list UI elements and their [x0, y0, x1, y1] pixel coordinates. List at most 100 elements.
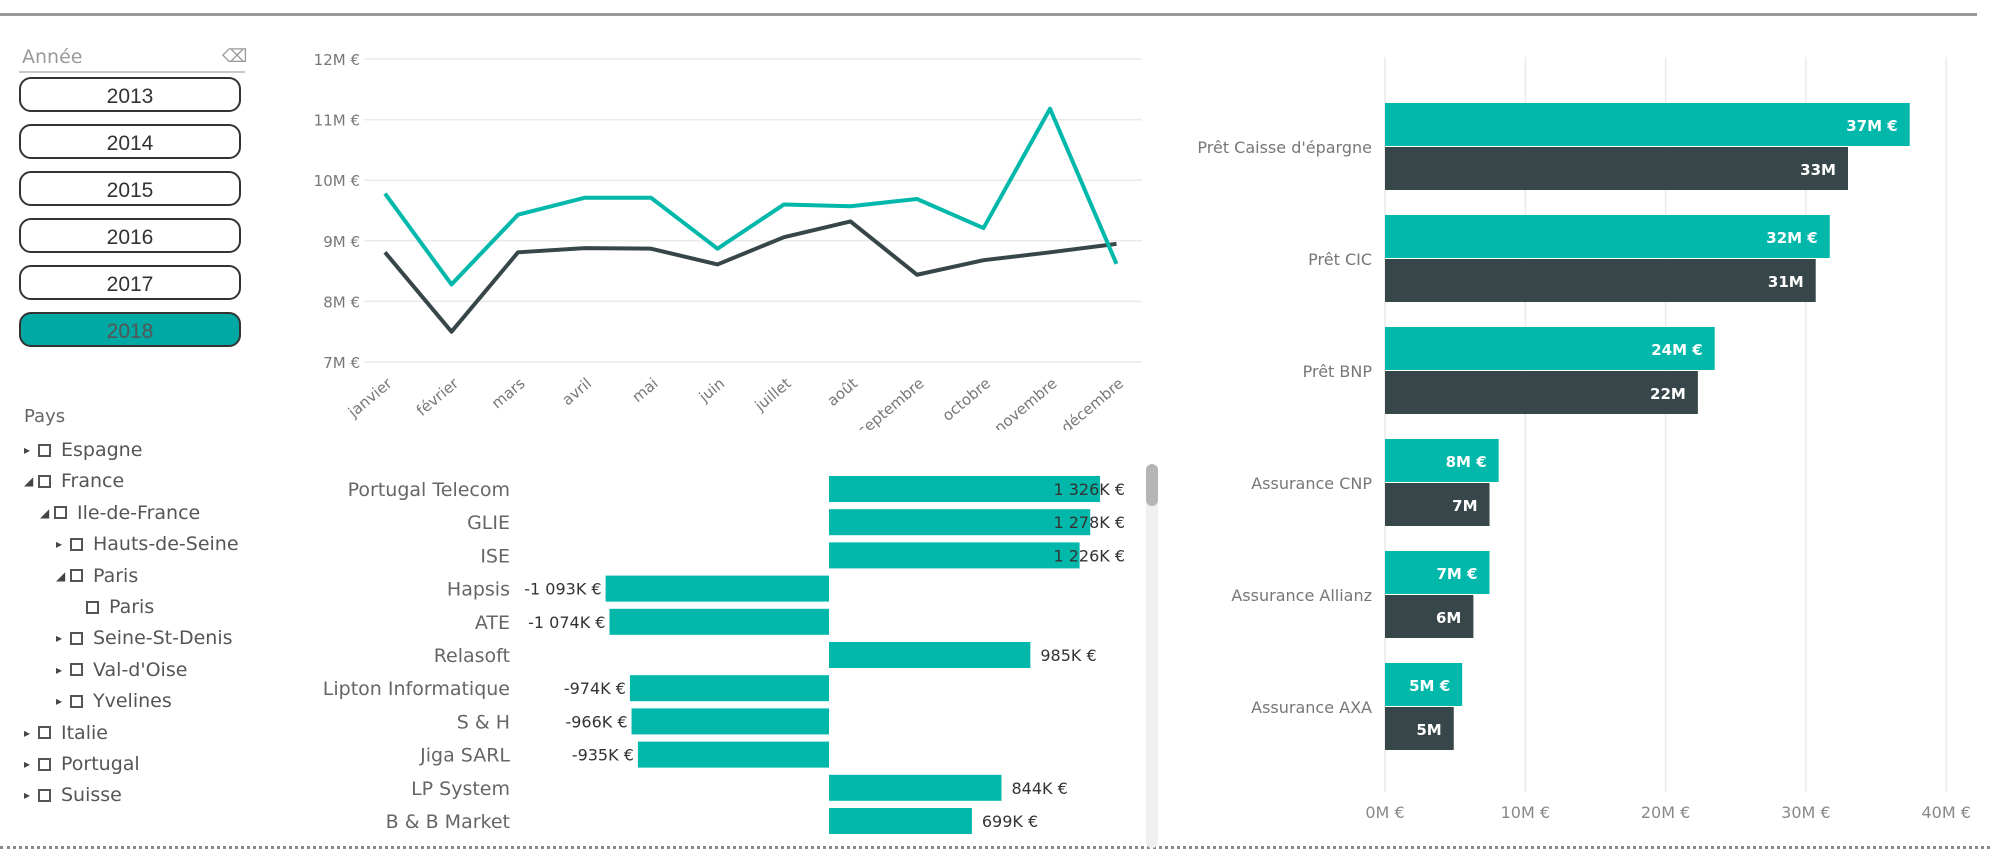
tree-item-label: Hauts-de-Seine	[93, 533, 239, 556]
bar	[1385, 371, 1698, 414]
bar	[1385, 595, 1474, 638]
year-button-2016[interactable]: 2016	[19, 218, 241, 253]
data-label: -935K €	[572, 746, 634, 765]
category-label: Assurance AXA	[1251, 698, 1372, 717]
bar	[631, 708, 829, 735]
data-label: -966K €	[565, 712, 627, 731]
expand-icon[interactable]: ▸	[56, 662, 63, 677]
checkbox[interactable]	[70, 631, 83, 645]
data-label: 37M €	[1846, 117, 1897, 135]
checkbox[interactable]	[54, 506, 67, 520]
bar	[1385, 483, 1490, 526]
checkbox[interactable]	[38, 474, 51, 488]
tree-item-label: Ile-de-France	[77, 501, 201, 524]
series-line	[383, 106, 1119, 287]
tree-item[interactable]: ▸ Seine-St-Denis	[56, 623, 233, 653]
tree-item[interactable]: ▸ Hauts-de-Seine	[56, 529, 239, 559]
top-divider	[0, 13, 1977, 16]
tree-item[interactable]: ◢ Ile-de-France	[40, 498, 200, 528]
data-label: 31M	[1768, 273, 1804, 291]
category-label: B & B Market	[386, 811, 510, 833]
data-label: 32M €	[1766, 229, 1817, 247]
bar	[829, 542, 1080, 569]
year-button-2014[interactable]: 2014	[19, 124, 241, 159]
category-label: LP System	[411, 778, 510, 800]
y-tick-label: 7M €	[323, 354, 360, 372]
checkbox[interactable]	[38, 788, 51, 802]
x-tick-label: mai	[629, 374, 662, 406]
checkbox[interactable]	[38, 443, 51, 457]
tree-item[interactable]: ◢ Paris	[56, 561, 138, 591]
data-label: 7M €	[1436, 565, 1477, 583]
year-button-2013[interactable]: 2013	[19, 77, 241, 112]
data-label: 1 226K €	[1053, 546, 1125, 565]
scrollbar-thumb[interactable]	[1146, 464, 1158, 506]
bar	[829, 774, 1002, 801]
category-label: Prêt CIC	[1308, 250, 1372, 269]
checkbox[interactable]	[70, 569, 83, 583]
y-tick-label: 11M €	[314, 112, 360, 130]
tree-item[interactable]: ◢ France	[24, 466, 124, 496]
y-tick-label: 12M €	[314, 51, 360, 69]
tree-item[interactable]: ▸ Italie	[24, 718, 108, 748]
tree-item[interactable]: ▸ Portugal	[24, 749, 140, 779]
category-label: S & H	[457, 711, 510, 733]
expand-icon[interactable]: ▸	[56, 694, 63, 709]
checkbox[interactable]	[70, 663, 83, 677]
data-label: 8M €	[1446, 453, 1487, 471]
tree-item-label: Val-d'Oise	[93, 658, 188, 681]
category-label: ISE	[480, 545, 510, 567]
series-line	[383, 219, 1117, 334]
expand-icon[interactable]: ▸	[56, 631, 63, 646]
tree-item[interactable]: ▸ Yvelines	[56, 686, 172, 716]
x-tick-label: juin	[695, 374, 728, 406]
collapse-icon[interactable]: ◢	[56, 568, 66, 583]
country-slicer-title: Pays	[24, 406, 66, 427]
checkbox[interactable]	[38, 726, 51, 740]
bar	[1385, 327, 1715, 370]
expand-icon[interactable]: ▸	[24, 725, 31, 740]
year-button-2015[interactable]: 2015	[19, 171, 241, 206]
checkbox[interactable]	[86, 600, 99, 614]
y-tick-label: 9M €	[323, 233, 360, 251]
collapse-icon[interactable]: ◢	[40, 505, 50, 520]
x-tick-label: décembre	[1058, 374, 1127, 430]
category-label: Hapsis	[447, 579, 510, 601]
expand-icon[interactable]: ▸	[24, 788, 31, 803]
checkbox[interactable]	[38, 757, 51, 771]
year-button-2018[interactable]: 2018	[19, 312, 241, 347]
tree-item[interactable]: ▸ Suisse	[24, 780, 122, 810]
bar	[829, 509, 1091, 536]
x-tick-label: septembre	[854, 374, 928, 430]
year-button-2017[interactable]: 2017	[19, 265, 241, 300]
data-label: 1 326K €	[1053, 480, 1125, 499]
tree-item[interactable]: Paris	[72, 592, 154, 622]
tree-item[interactable]: ▸ Val-d'Oise	[56, 655, 187, 685]
eraser-icon[interactable]: ⌫	[222, 46, 248, 67]
checkbox[interactable]	[70, 537, 83, 551]
x-tick-label: avril	[559, 374, 596, 409]
bar	[1385, 663, 1463, 706]
bar	[637, 741, 829, 768]
data-label: 5M €	[1409, 677, 1450, 695]
data-label: 5M	[1416, 721, 1441, 739]
expand-icon[interactable]: ▸	[24, 757, 31, 771]
checkbox[interactable]	[70, 694, 83, 708]
tree-item[interactable]: ▸ Espagne	[24, 435, 142, 465]
expand-icon[interactable]: ▸	[56, 537, 63, 552]
expand-icon[interactable]: ▸	[24, 443, 31, 457]
data-label: 6M	[1436, 609, 1461, 627]
bar	[1385, 147, 1848, 190]
x-tick-label: août	[824, 374, 862, 410]
category-label: Assurance Allianz	[1231, 586, 1372, 605]
bar	[1385, 259, 1816, 302]
loan-insurance-bar-chart: 0M € 10M € 20M € 30M € 40M € Prêt Caisse d'ép…	[1197, 57, 1971, 822]
x-tick-label: 40M €	[1921, 803, 1970, 822]
tree-item-label: Suisse	[61, 784, 122, 807]
collapse-icon[interactable]: ◢	[24, 474, 34, 489]
year-slicer-title: Année	[22, 46, 83, 68]
data-label: 7M	[1452, 497, 1477, 515]
data-label: 699K €	[982, 812, 1038, 831]
bar-chart-scrollbar[interactable]	[1146, 464, 1158, 848]
data-label: 22M	[1650, 385, 1686, 403]
